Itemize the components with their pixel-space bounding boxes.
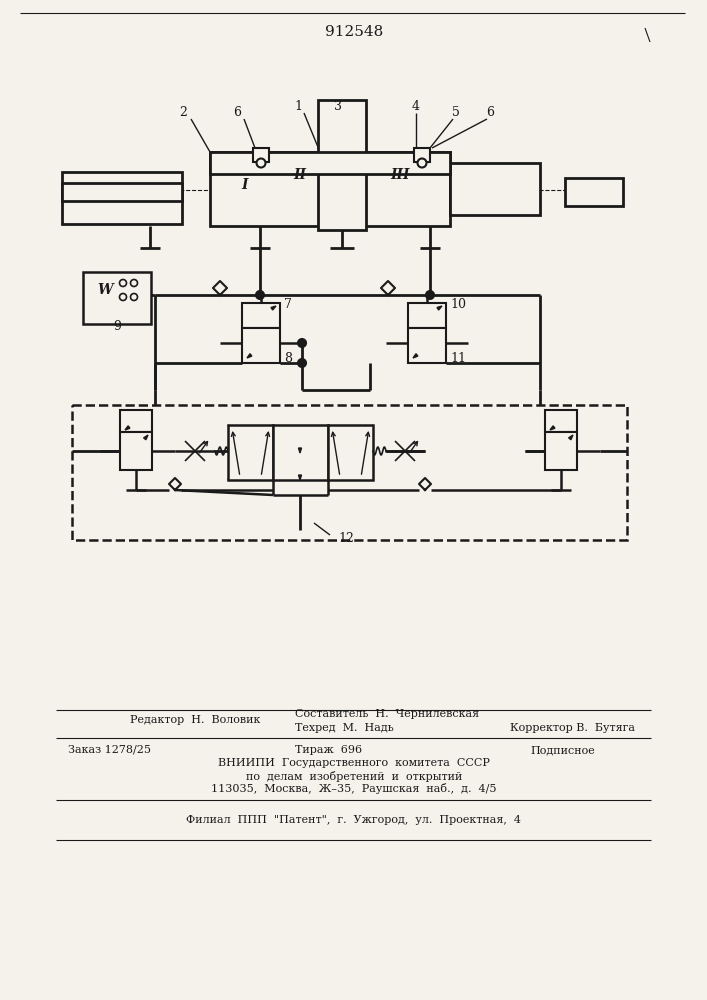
- Text: II: II: [293, 168, 307, 182]
- Bar: [210, 152, 450, 174]
- Bar: [120, 410, 152, 432]
- Bar: [408, 328, 446, 363]
- Text: III: III: [390, 168, 410, 182]
- Polygon shape: [247, 354, 252, 358]
- Bar: [72, 405, 627, 540]
- Text: 3: 3: [334, 101, 342, 113]
- Circle shape: [298, 339, 306, 347]
- Polygon shape: [550, 426, 555, 430]
- Text: Подписное: Подписное: [530, 745, 595, 755]
- Bar: [450, 163, 540, 215]
- Polygon shape: [413, 354, 418, 358]
- Text: 12: 12: [338, 532, 354, 544]
- Polygon shape: [437, 306, 442, 310]
- Polygon shape: [125, 426, 130, 430]
- Text: 912548: 912548: [325, 25, 383, 39]
- Text: 6: 6: [233, 106, 241, 119]
- Circle shape: [119, 294, 127, 300]
- Bar: [228, 425, 273, 480]
- Text: 6: 6: [486, 106, 494, 119]
- Bar: [242, 303, 280, 328]
- Text: Заказ 1278/25: Заказ 1278/25: [68, 745, 151, 755]
- Circle shape: [418, 158, 426, 167]
- Bar: [318, 100, 366, 230]
- Polygon shape: [298, 448, 301, 453]
- Circle shape: [257, 158, 266, 167]
- Text: Редактор  Н.  Воловик: Редактор Н. Воловик: [130, 715, 260, 725]
- Text: 5: 5: [452, 106, 460, 119]
- Circle shape: [256, 291, 264, 299]
- Bar: [545, 432, 577, 470]
- Bar: [83, 272, 151, 324]
- Text: 8: 8: [284, 352, 292, 364]
- Text: по  делам  изобретений  и  открытий: по делам изобретений и открытий: [246, 770, 462, 782]
- Text: Корректор В.  Бутяга: Корректор В. Бутяга: [510, 723, 635, 733]
- Polygon shape: [144, 435, 148, 440]
- Text: Составитель  Н.  Чернилевская: Составитель Н. Чернилевская: [295, 709, 479, 719]
- Text: 1: 1: [294, 101, 302, 113]
- Bar: [120, 432, 152, 470]
- Bar: [328, 425, 373, 480]
- Text: Тираж  696: Тираж 696: [295, 745, 362, 755]
- Bar: [565, 178, 623, 206]
- Polygon shape: [271, 306, 276, 310]
- Text: 7: 7: [284, 298, 292, 312]
- Bar: [253, 148, 269, 162]
- Text: 9: 9: [113, 320, 121, 332]
- Bar: [408, 303, 446, 328]
- Text: 113035,  Москва,  Ж–35,  Раушская  наб.,  д.  4/5: 113035, Москва, Ж–35, Раушская наб., д. …: [211, 784, 497, 794]
- Polygon shape: [568, 435, 573, 440]
- Text: W: W: [97, 283, 113, 297]
- Text: Техред  М.  Надь: Техред М. Надь: [295, 723, 394, 733]
- Bar: [273, 425, 328, 480]
- Text: 11: 11: [450, 352, 466, 364]
- Polygon shape: [298, 475, 301, 480]
- Circle shape: [131, 279, 137, 286]
- Bar: [62, 172, 182, 224]
- Circle shape: [119, 279, 127, 286]
- Circle shape: [298, 359, 306, 367]
- Text: 4: 4: [412, 101, 420, 113]
- Text: ВНИИПИ  Государственного  комитета  СССР: ВНИИПИ Государственного комитета СССР: [218, 758, 490, 768]
- Bar: [242, 328, 280, 363]
- Text: 2: 2: [179, 106, 187, 119]
- Bar: [62, 183, 182, 201]
- Text: Филиал  ППП  "Патент",  г.  Ужгород,  ул.  Проектная,  4: Филиал ППП "Патент", г. Ужгород, ул. Про…: [187, 815, 522, 825]
- Circle shape: [426, 291, 434, 299]
- Text: 10: 10: [450, 298, 466, 312]
- Circle shape: [131, 294, 137, 300]
- Bar: [545, 410, 577, 432]
- Bar: [210, 152, 450, 226]
- Text: I: I: [242, 178, 248, 192]
- Bar: [414, 148, 430, 162]
